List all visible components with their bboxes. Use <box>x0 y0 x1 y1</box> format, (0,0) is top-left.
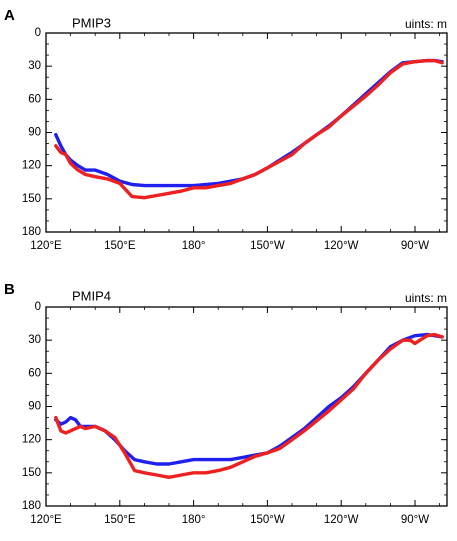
panel-a-plot-frame <box>45 32 448 233</box>
panel-a-x-tick-label: 150°E <box>104 240 136 252</box>
panel-a-y-tick-label: 0 <box>35 27 41 39</box>
panel-b-x-tick-label: 120°E <box>30 514 62 526</box>
panel-b-y-tick-label: 0 <box>35 301 41 313</box>
panel-b-letter: B <box>4 281 15 298</box>
panel-a-y-tick-label: 60 <box>28 93 41 105</box>
panel-a-y-tick-label: 120 <box>22 160 41 172</box>
panel-a-series-line-2 <box>54 58 444 200</box>
panel-a-x-tick-label: 180° <box>182 240 206 252</box>
panel-a-units-label: uints: m <box>405 17 447 31</box>
panel-b-plot-frame <box>45 306 448 507</box>
panel-b-title: PMIP4 <box>72 288 111 303</box>
panel-b-x-tick-label: 180° <box>182 514 206 526</box>
panel-a-y-tick-label: 30 <box>28 60 41 72</box>
panel-b-series-line-2 <box>54 332 444 479</box>
panel-b-y-tick-label: 120 <box>22 434 41 446</box>
panel-a-y-tick-label: 90 <box>28 127 41 139</box>
panel-a-y-tick-label: 150 <box>22 193 41 205</box>
panel-a-title: PMIP3 <box>72 15 111 30</box>
panel-a: A PMIP3 uints: m 0 30 60 90 120 150 180 120°E 150°E… <box>4 7 448 252</box>
panel-a-letter: A <box>4 7 15 24</box>
panel-a-y-tick-label: 180 <box>22 226 41 238</box>
panel-b-y-tick-label: 150 <box>22 467 41 479</box>
panel-a-x-tick-label: 120°W <box>324 240 359 252</box>
panel-b-x-tick-label: 120°W <box>324 514 359 526</box>
panel-b-x-tick-label: 90°W <box>401 514 429 526</box>
panel-b-units-label: uints: m <box>405 291 447 305</box>
panel-b: B PMIP4 uints: m 0 30 60 90 120 150 180 120°E 150°E… <box>4 281 448 526</box>
panel-a-x-tick-label: 120°E <box>30 240 62 252</box>
panel-b-y-tick-label: 60 <box>28 367 41 379</box>
panel-b-y-tick-label: 30 <box>28 334 41 346</box>
panel-b-y-tick-label: 90 <box>28 401 41 413</box>
panel-a-x-tick-label: 150°W <box>250 240 285 252</box>
panel-b-y-tick-label: 180 <box>22 500 41 512</box>
panel-a-x-tick-label: 90°W <box>401 240 429 252</box>
panel-b-x-tick-label: 150°W <box>250 514 285 526</box>
panel-b-x-tick-label: 150°E <box>104 514 136 526</box>
